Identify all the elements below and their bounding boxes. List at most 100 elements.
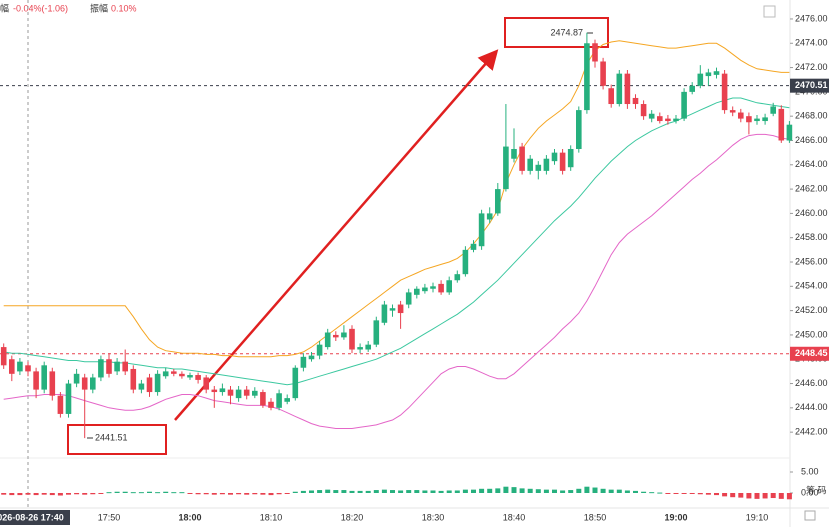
candle-body <box>592 43 598 62</box>
candle-body <box>98 359 104 378</box>
candle-body <box>689 85 695 92</box>
candle-body <box>754 118 760 122</box>
candle-body <box>778 108 785 141</box>
macd-bar <box>454 490 460 493</box>
candle-body <box>33 371 39 390</box>
macd-bar <box>155 492 161 494</box>
candle-body <box>260 392 266 406</box>
price-label-bg <box>790 346 829 361</box>
macd-bar <box>689 492 695 494</box>
macd-bar <box>535 489 541 493</box>
candle-body <box>446 280 452 293</box>
candle-body <box>357 347 363 350</box>
candle-body <box>640 104 647 117</box>
macd-bar <box>276 492 282 495</box>
macd-bar <box>681 492 687 494</box>
candle-body <box>397 304 404 314</box>
macd-bar <box>138 492 144 494</box>
candle-body <box>0 347 7 366</box>
candle-body <box>657 116 663 122</box>
low-label: 2441.51 <box>95 432 128 442</box>
candle-body <box>535 164 542 171</box>
candle-body <box>324 332 331 348</box>
macd-bar <box>260 492 266 495</box>
y-tick-label: 2446.00 <box>795 378 828 388</box>
macd-bar <box>430 490 436 493</box>
y-tick-label: 2462.00 <box>795 183 828 193</box>
candle-body <box>252 390 258 396</box>
macd-bar <box>584 486 590 493</box>
macd-bar <box>422 490 428 493</box>
candle-body <box>154 373 161 393</box>
y-tick-label: 2452.00 <box>795 305 828 315</box>
macd-bar <box>203 492 209 495</box>
candle-body <box>770 106 776 114</box>
change-label: 涨幅 <box>0 2 9 13</box>
candle-body <box>365 344 371 350</box>
candle-body <box>551 152 558 162</box>
candle-body <box>470 243 477 250</box>
amplitude-value: 0.10% <box>111 3 137 13</box>
y-tick-label: 2444.00 <box>795 402 828 412</box>
price-label-bg <box>790 78 829 93</box>
macd-bar <box>714 492 719 496</box>
macd-bar <box>341 490 347 493</box>
macd-bar <box>519 488 525 493</box>
candle-body <box>17 361 23 372</box>
macd-bar <box>446 490 452 493</box>
macd-bar <box>398 490 404 493</box>
candle-body <box>373 320 380 345</box>
x-tick-label: 18:50 <box>584 512 607 522</box>
macd-bar <box>9 492 15 496</box>
candle-body <box>284 398 290 402</box>
candle-body <box>171 371 177 374</box>
macd-bar <box>114 491 120 493</box>
macd-bar <box>770 492 776 499</box>
low-box <box>67 424 167 455</box>
candle-body <box>697 73 704 86</box>
high-label: 2474.87 <box>550 27 583 37</box>
macd-bar <box>543 489 549 493</box>
price-label: 2448.45 <box>795 348 828 358</box>
candle-body <box>511 148 517 159</box>
candle-body <box>405 292 412 305</box>
macd-bar <box>98 492 104 494</box>
x-tick-label: 18:30 <box>422 512 445 522</box>
candle-body <box>122 361 128 372</box>
y-tick-label: 2476.00 <box>795 13 828 23</box>
candle-body <box>503 146 509 190</box>
macd-bar <box>705 492 711 495</box>
candle-body <box>486 213 493 220</box>
candle-body <box>648 113 655 119</box>
candle-body <box>673 118 679 122</box>
y-tick-label: 2450.00 <box>795 329 828 339</box>
macd-bar <box>390 490 395 493</box>
x-tick-label: 19:10 <box>746 512 769 522</box>
macd-bar <box>252 492 258 495</box>
settings-icon-bottom[interactable] <box>804 510 816 521</box>
x-tick-label: 18:40 <box>503 512 526 522</box>
macd-bar <box>746 492 752 499</box>
candle-body <box>308 355 315 360</box>
candle-body <box>762 117 768 122</box>
candle-body <box>608 88 614 105</box>
macd-bar <box>171 492 177 494</box>
y-tick-label: 0.00 <box>801 487 819 497</box>
macd-bar <box>673 492 679 494</box>
macd-bar <box>365 490 371 493</box>
candle-body <box>462 249 469 275</box>
macd-bar <box>438 490 444 493</box>
high-box <box>504 17 609 48</box>
macd-bar <box>33 492 39 496</box>
band-line <box>3 40 790 358</box>
macd-bar <box>462 489 468 493</box>
macd-bar <box>268 492 274 496</box>
macd-bar <box>309 490 314 493</box>
macd-bar <box>228 492 233 495</box>
candle-body <box>106 359 112 374</box>
macd-bar <box>479 488 485 493</box>
macd-bar <box>414 490 420 493</box>
candle-body <box>268 401 274 408</box>
settings-icon[interactable] <box>763 5 776 18</box>
